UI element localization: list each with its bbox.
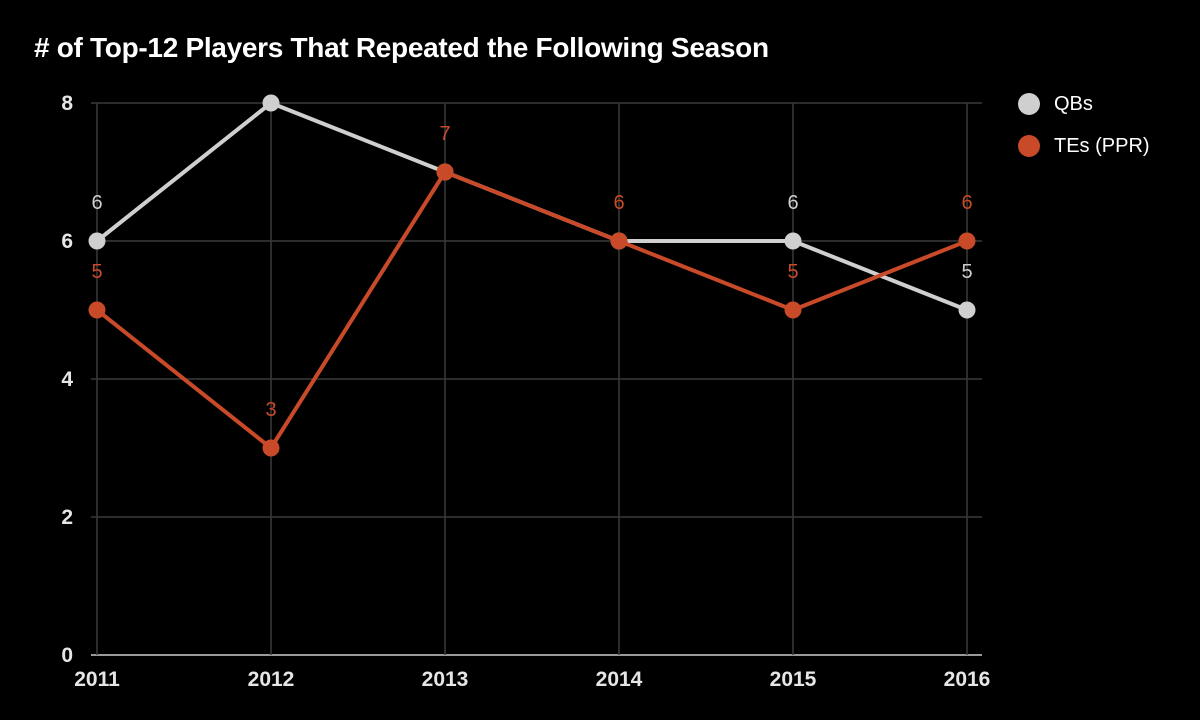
legend-marker-qbs [1018, 93, 1040, 115]
legend-label-tes: TEs (PPR) [1054, 134, 1150, 157]
x-tick-label: 2012 [248, 668, 295, 691]
legend-marker-tes [1018, 135, 1040, 157]
x-tick-label: 2016 [944, 668, 991, 691]
data-label-layer: 6 6 5 5 3 7 6 5 6 [91, 123, 972, 421]
data-point-tes[interactable] [958, 232, 976, 250]
data-label-tes: 5 [787, 261, 798, 283]
legend: QBs TEs (PPR) [1018, 90, 1150, 174]
data-label-qbs: 6 [91, 192, 102, 214]
data-point-tes[interactable] [784, 301, 802, 319]
y-tick-label: 4 [61, 368, 73, 391]
data-point-qbs[interactable] [262, 94, 280, 112]
data-point-tes[interactable] [610, 232, 628, 250]
grid-layer [91, 102, 982, 656]
data-point-qbs[interactable] [88, 232, 106, 250]
x-tick-label: 2014 [596, 668, 643, 691]
y-tick-label: 6 [61, 230, 73, 253]
x-tick-label: 2013 [422, 668, 469, 691]
data-label-qbs: 6 [787, 192, 798, 214]
y-tick-label: 0 [61, 644, 73, 667]
data-label-tes: 3 [265, 399, 276, 421]
data-point-tes[interactable] [262, 439, 280, 457]
x-tick-label: 2015 [770, 668, 817, 691]
y-tick-label: 2 [61, 506, 73, 529]
data-label-qbs: 5 [961, 261, 972, 283]
data-point-tes[interactable] [88, 301, 106, 319]
data-point-tes[interactable] [436, 163, 454, 181]
x-tick-label: 2011 [74, 668, 120, 691]
series-line-tes [95, 170, 968, 450]
legend-item-qbs[interactable]: QBs [1018, 90, 1150, 118]
chart-title: # of Top-12 Players That Repeated the Fo… [34, 32, 769, 63]
data-point-qbs[interactable] [958, 301, 976, 319]
series-layer [88, 94, 976, 457]
legend-label-qbs: QBs [1054, 92, 1093, 115]
data-point-qbs[interactable] [784, 232, 802, 250]
data-label-tes: 5 [91, 261, 102, 283]
y-tick-label: 8 [61, 92, 73, 115]
data-label-tes: 6 [613, 192, 624, 214]
data-label-tes: 7 [439, 123, 450, 145]
axis-layer: 0 2 4 6 8 2011 2012 2013 2014 2015 2016 [61, 92, 990, 691]
data-label-tes: 6 [961, 192, 972, 214]
legend-item-tes[interactable]: TEs (PPR) [1018, 132, 1150, 160]
